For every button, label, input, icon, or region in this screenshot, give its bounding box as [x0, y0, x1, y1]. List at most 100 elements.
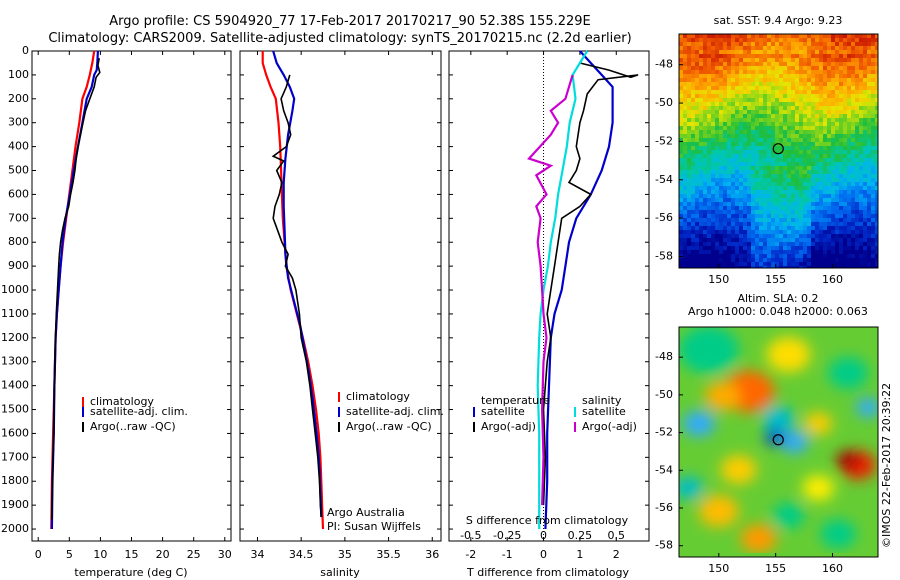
legend-temperature-heading: temperature: [481, 394, 550, 407]
sst-cell: [759, 178, 763, 182]
sst-cell: [779, 98, 783, 102]
sst-cell: [719, 46, 723, 50]
sst-cell: [735, 194, 739, 198]
sst-cell: [767, 214, 771, 218]
sst-cell: [807, 74, 811, 78]
sst-cell: [819, 198, 823, 202]
sst-cell: [771, 198, 775, 202]
sst-cell: [851, 250, 855, 254]
sla-anomaly: [820, 519, 857, 549]
sst-cell: [727, 106, 731, 110]
sst-cell: [743, 162, 747, 166]
sst-cell: [875, 130, 878, 134]
sst-cell: [831, 254, 835, 258]
sst-cell: [731, 242, 735, 246]
sst-cell: [755, 58, 759, 62]
sst-cell: [755, 134, 759, 138]
sst-cell: [703, 122, 707, 126]
sst-cell: [711, 118, 715, 122]
sst-cell: [747, 210, 751, 214]
sst-cell: [831, 190, 835, 194]
sst-cell: [735, 110, 739, 114]
sst-cell: [691, 74, 695, 78]
sst-cell: [751, 266, 755, 268]
sst-cell: [703, 150, 707, 154]
sst-cell: [755, 158, 759, 162]
sst-cell: [795, 46, 799, 50]
sst-cell: [775, 150, 779, 154]
sst-cell: [843, 218, 847, 222]
sst-cell: [819, 138, 823, 142]
sst-cell: [715, 166, 719, 170]
sst-cell: [679, 70, 683, 74]
sst-cell: [767, 154, 771, 158]
sst-cell: [687, 142, 691, 146]
sst-cell: [719, 218, 723, 222]
sst-cell: [783, 258, 787, 262]
sst-cell: [703, 178, 707, 182]
sst-cell: [867, 34, 871, 38]
sst-cell: [795, 138, 799, 142]
sst-cell: [759, 98, 763, 102]
sst-cell: [723, 38, 727, 42]
sst-cell: [719, 42, 723, 46]
sst-cell: [767, 114, 771, 118]
sst-cell: [735, 130, 739, 134]
sst-cell: [811, 202, 815, 206]
sst-cell: [727, 142, 731, 146]
sst-cell: [787, 66, 791, 70]
sst-cell: [783, 142, 787, 146]
sst-cell: [795, 234, 799, 238]
lon-tick-label: 155: [765, 562, 786, 575]
sst-cell: [783, 230, 787, 234]
sst-cell: [803, 86, 807, 90]
sst-cell: [843, 162, 847, 166]
sst-cell: [739, 162, 743, 166]
sst-cell: [711, 134, 715, 138]
sst-cell: [843, 90, 847, 94]
sst-cell: [855, 266, 859, 268]
sst-cell: [747, 194, 751, 198]
sst-cell: [719, 250, 723, 254]
sst-cell: [831, 134, 835, 138]
sst-cell: [795, 34, 799, 38]
sst-cell: [823, 98, 827, 102]
sst-cell: [763, 174, 767, 178]
sst-cell: [739, 66, 743, 70]
sst-cell: [711, 42, 715, 46]
sst-cell: [687, 150, 691, 154]
sst-cell: [727, 150, 731, 154]
sst-cell: [739, 106, 743, 110]
sst-cell: [727, 218, 731, 222]
sst-cell: [851, 46, 855, 50]
sst-cell: [811, 246, 815, 250]
lat-tick-label: -52: [655, 134, 673, 147]
sst-cell: [723, 78, 727, 82]
sst-cell: [719, 214, 723, 218]
sst-cell: [755, 182, 759, 186]
sst-cell: [687, 74, 691, 78]
sst-cell: [735, 58, 739, 62]
sst-cell: [719, 230, 723, 234]
sst-cell: [843, 58, 847, 62]
sst-cell: [707, 246, 711, 250]
sst-cell: [763, 186, 767, 190]
sst-cell: [715, 158, 719, 162]
sst-cell: [715, 102, 719, 106]
sst-cell: [807, 230, 811, 234]
sst-cell: [803, 90, 807, 94]
sst-cell: [739, 46, 743, 50]
sst-cell: [707, 218, 711, 222]
sst-cell: [831, 38, 835, 42]
sst-cell: [783, 110, 787, 114]
sst-cell: [751, 202, 755, 206]
sst-cell: [727, 110, 731, 114]
sst-cell: [735, 74, 739, 78]
sst-cell: [771, 142, 775, 146]
sst-cell: [851, 78, 855, 82]
sst-cell: [739, 38, 743, 42]
sst-cell: [683, 230, 687, 234]
sst-cell: [851, 178, 855, 182]
sst-cell: [807, 62, 811, 66]
sst-cell: [727, 78, 731, 82]
